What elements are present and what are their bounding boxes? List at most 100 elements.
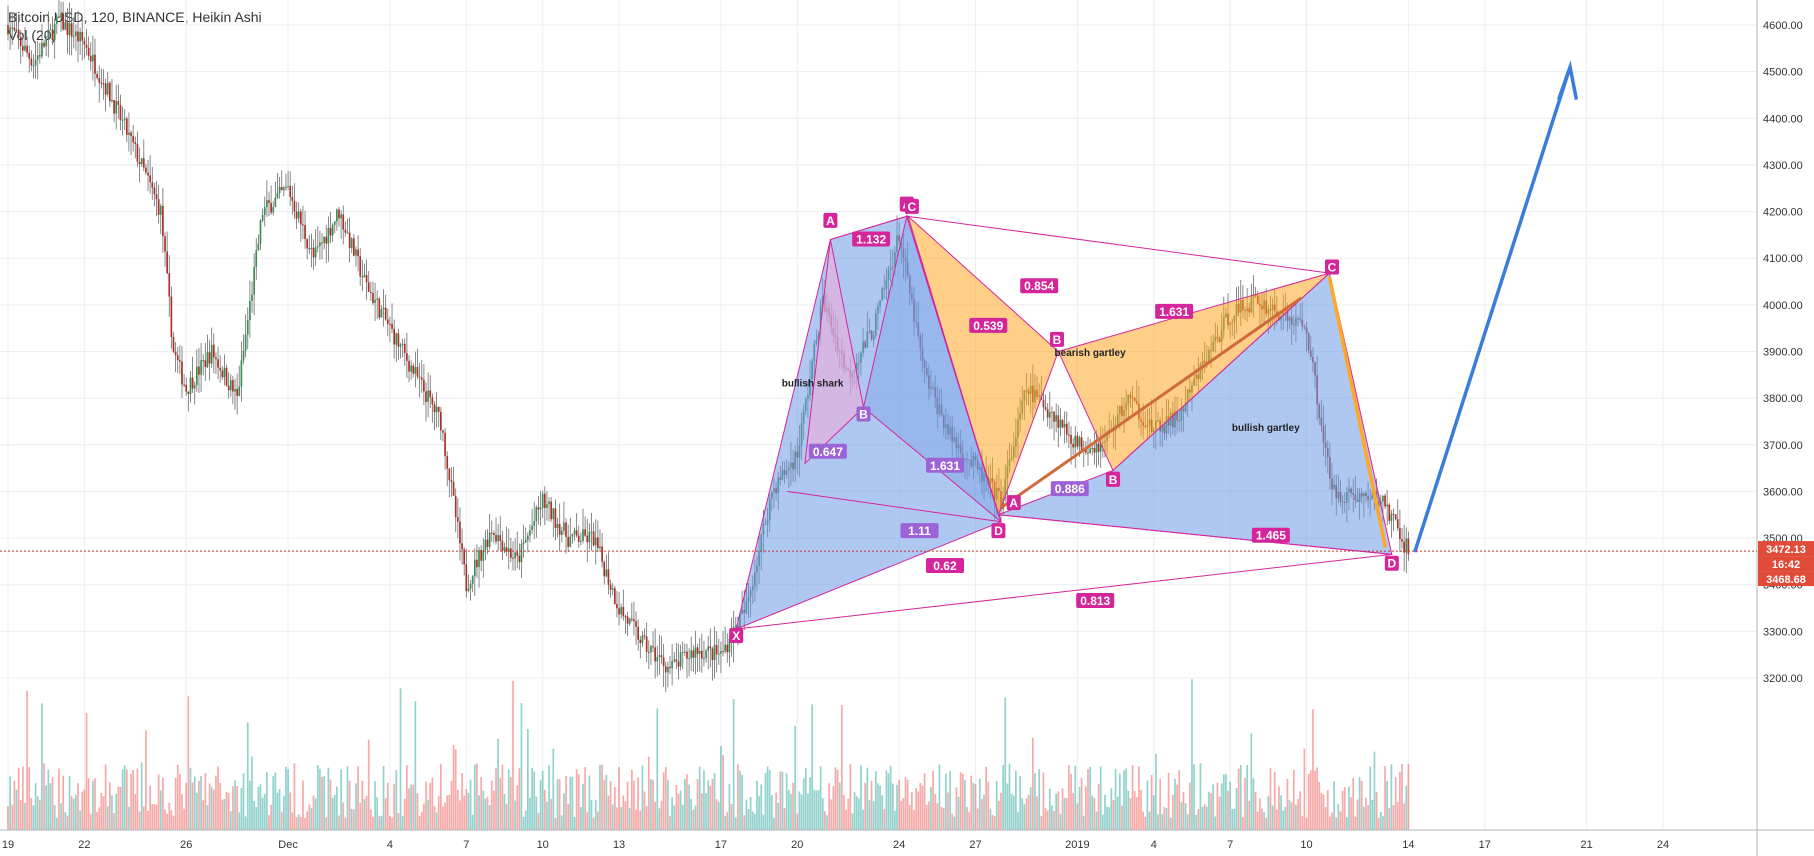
volume-bar — [448, 794, 451, 830]
volume-bar — [1025, 798, 1028, 830]
volume-bar — [1373, 751, 1376, 830]
ratio-label[interactable] — [1251, 527, 1290, 543]
candle-body — [338, 209, 340, 219]
candle-body — [486, 539, 489, 547]
volume-bar — [1061, 788, 1064, 830]
volume-bar — [650, 778, 652, 830]
point-label[interactable] — [1384, 555, 1399, 571]
candle-body — [476, 559, 478, 568]
candle-body — [64, 22, 67, 30]
volume-bar — [838, 782, 841, 830]
point-label[interactable] — [1050, 331, 1065, 347]
ratio-label[interactable] — [1020, 278, 1059, 294]
volume-bar — [860, 765, 862, 830]
volume-bar — [883, 808, 886, 830]
volume-bar — [539, 779, 542, 830]
volume-bar — [1259, 798, 1261, 830]
volume-bar — [399, 688, 402, 830]
volume-bar — [117, 786, 120, 830]
volume-bar — [1295, 804, 1297, 830]
volume-bar — [43, 763, 45, 830]
volume-bar — [743, 815, 746, 830]
volume-bar — [546, 801, 548, 830]
time-tick-label: 22 — [78, 839, 90, 851]
volume-bar — [1131, 765, 1134, 830]
volume-bar — [647, 756, 650, 830]
candle-body — [274, 197, 277, 208]
candle-body — [376, 298, 379, 300]
volume-bar — [297, 814, 300, 830]
point-label-text: A — [1009, 496, 1018, 510]
volume-bar — [673, 805, 676, 830]
candle-body — [469, 583, 472, 589]
time-tick-label: 4 — [387, 839, 393, 851]
pattern-line-bd — [998, 514, 1392, 555]
volume-bar — [1063, 797, 1066, 830]
point-label[interactable] — [904, 198, 919, 214]
candle-body — [149, 175, 152, 183]
volume-bar — [728, 783, 731, 830]
candle-body — [1059, 419, 1062, 428]
ratio-label[interactable] — [969, 317, 1008, 333]
time-tick-label: 27 — [969, 839, 981, 851]
ratio-label[interactable] — [900, 523, 939, 539]
candle-body — [106, 82, 109, 95]
ratio-label[interactable] — [925, 558, 964, 574]
ratio-label[interactable] — [1076, 593, 1115, 609]
ratio-label[interactable] — [852, 231, 891, 247]
volume-bar — [906, 779, 909, 830]
candle-body — [198, 366, 200, 375]
volume-bar — [1318, 782, 1321, 830]
point-label[interactable] — [729, 628, 744, 644]
candle-body — [374, 299, 376, 303]
candle-body — [119, 104, 122, 121]
volume-bar — [821, 798, 824, 830]
volume-bar — [1231, 808, 1234, 830]
volume-bar — [287, 769, 289, 830]
candle-body — [276, 192, 279, 198]
candle-body — [586, 535, 589, 543]
ratio-label[interactable] — [808, 443, 847, 459]
candle-body — [582, 529, 584, 541]
ratio-label-text: 0.813 — [1080, 594, 1110, 608]
point-label[interactable] — [856, 406, 871, 422]
ratio-label[interactable] — [1155, 303, 1194, 319]
volume-bar — [30, 797, 33, 830]
volume-bar — [1078, 786, 1081, 830]
candle-body — [1390, 513, 1393, 521]
point-label[interactable] — [823, 212, 838, 228]
candle-body — [1057, 415, 1060, 428]
point-label[interactable] — [1106, 471, 1121, 487]
volume-bar — [660, 800, 663, 830]
candle-body — [463, 549, 466, 565]
price-tick-label: 4600.00 — [1763, 20, 1803, 32]
volume-bar — [471, 814, 474, 830]
harmonic-patterns[interactable]: 1.132 0.854 0.539 1.631 0.647 1.631 0.886 1.11 0… — [729, 60, 1579, 644]
ratio-label[interactable] — [1050, 481, 1089, 497]
volume-bar — [344, 817, 347, 830]
point-label[interactable] — [1006, 495, 1021, 511]
price-tick-label: 3700.00 — [1763, 440, 1803, 452]
volume-bar — [679, 790, 682, 830]
point-label[interactable] — [1325, 259, 1339, 275]
candle-body — [1388, 504, 1391, 521]
ratio-label[interactable] — [925, 457, 964, 473]
volume-bar — [654, 801, 656, 830]
volume-bar — [569, 776, 572, 830]
volume-bar — [1256, 811, 1259, 830]
volume-bar — [232, 786, 234, 830]
candle-body — [7, 25, 9, 35]
point-label[interactable] — [991, 523, 1006, 539]
volume-bar — [1386, 781, 1389, 830]
candle-body — [1089, 448, 1091, 454]
volume-bar — [1163, 806, 1166, 830]
volume-bar — [713, 772, 716, 830]
volume-bar — [995, 781, 998, 830]
candle-body — [647, 651, 650, 653]
volume-bar — [1197, 808, 1200, 830]
volume-bar — [524, 810, 527, 830]
candle-body — [314, 247, 317, 258]
candle-body — [350, 238, 353, 249]
volume-bar — [79, 810, 81, 830]
